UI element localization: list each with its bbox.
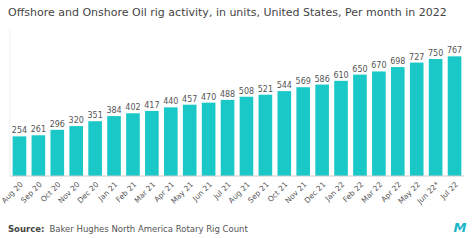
data-label: 521 [258,85,273,94]
source-text: Baker Hughes North America Rotary Rig Co… [49,224,248,234]
x-tick-label: Dec 21 [302,180,327,205]
data-label: 670 [371,61,386,70]
x-tick-label: Sep 20 [19,180,44,205]
chart: Offshore and Onshore Oil rig activity, i… [0,0,474,238]
source-text: Source: [8,224,44,234]
bar [183,105,197,176]
bar [410,63,424,176]
data-label: 767 [447,46,462,55]
data-label: 610 [333,71,348,80]
data-label: 296 [50,120,65,129]
data-label: 320 [69,116,84,125]
x-tick-label: Dec 20 [75,180,100,205]
x-tick-label: Mar 21 [132,180,157,205]
x-tick-labels: Aug 20Sep 20Oct 20Nov 20Dec 20Jan 21Feb … [0,180,460,207]
bar [221,100,235,176]
bar [88,121,102,176]
data-label: 417 [144,101,159,110]
data-label: 508 [239,87,254,96]
bar [448,56,462,176]
data-label: 488 [220,90,235,99]
bar [391,67,405,176]
data-label: 650 [352,65,367,74]
data-label: 544 [277,81,292,90]
bar [334,81,348,176]
data-label: 569 [296,77,311,86]
data-label: 727 [409,53,424,62]
bar [315,85,329,176]
bar [429,59,443,176]
logo: M [454,220,467,235]
data-label: 384 [106,106,121,115]
x-axis [10,176,464,177]
bar [296,87,310,176]
data-label: 750 [428,49,443,58]
x-tick-label: Jun 21 [190,180,214,204]
data-label: 402 [125,103,140,112]
y-axis [10,30,11,176]
bar [50,130,64,176]
bar [164,107,178,176]
data-label: 351 [87,111,102,120]
title: Offshore and Onshore Oil rig activity, i… [8,6,447,19]
data-label: 586 [314,75,329,84]
x-tick-label: Mar 22 [359,180,384,205]
bar [126,113,140,176]
data-label: 698 [390,57,405,66]
bar [13,136,27,176]
data-label: 440 [163,97,178,106]
bar [240,97,254,176]
bar [202,103,216,176]
x-tick-label: Sep 21 [246,180,271,205]
data-labels: 254 261 296 320351 384 402 417 440 457 470 488 508 5… [12,46,462,135]
data-label: 261 [31,125,46,134]
bar [372,71,386,176]
bar [32,135,46,176]
bar [259,95,273,176]
bar [145,111,159,176]
x-tick-label: Jul 22 [438,180,460,202]
bar [107,116,121,176]
bar [69,126,83,176]
bars [13,56,462,176]
x-tick-label: May 21 [169,180,195,206]
data-label: 457 [182,95,197,104]
bar [353,75,367,176]
bar [277,91,291,176]
data-label: 254 [12,126,27,135]
data-label: 470 [201,93,216,102]
x-tick-label: Jun 22* [415,180,442,207]
